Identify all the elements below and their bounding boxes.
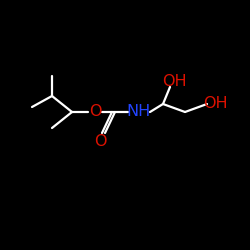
Text: OH: OH — [203, 96, 227, 112]
Text: O: O — [94, 134, 106, 148]
Text: NH: NH — [126, 104, 150, 120]
Text: OH: OH — [162, 74, 186, 90]
Text: O: O — [89, 104, 101, 120]
